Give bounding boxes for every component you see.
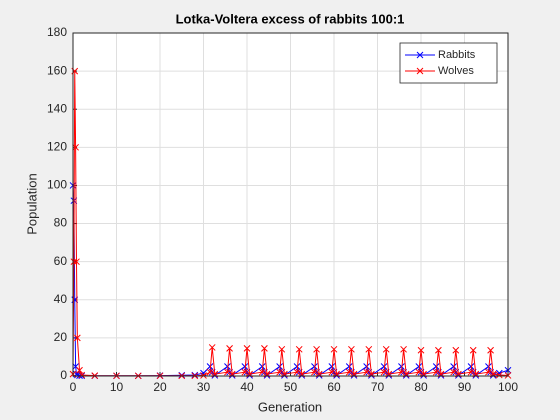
y-tick-label: 0 xyxy=(60,368,67,382)
x-tick-label: 60 xyxy=(327,380,341,394)
legend-box xyxy=(399,42,498,84)
y-tick-label: 120 xyxy=(47,140,67,154)
point-marker xyxy=(450,368,457,376)
point-marker xyxy=(73,258,80,266)
point-marker xyxy=(258,368,266,376)
y-tick-label: 180 xyxy=(47,25,67,39)
point-marker xyxy=(276,368,283,376)
x-tick-label: 50 xyxy=(284,380,298,394)
axes-box xyxy=(72,32,509,377)
point-marker xyxy=(417,346,425,354)
legend-label: Rabbits xyxy=(438,49,476,61)
x-tick-label: 30 xyxy=(197,380,211,394)
point-marker xyxy=(241,363,249,370)
point-marker xyxy=(469,346,477,354)
point-marker xyxy=(485,363,492,370)
point-marker xyxy=(311,368,318,376)
x-tick-label: 0 xyxy=(70,380,77,394)
y-tick-label: 140 xyxy=(47,101,67,115)
point-marker xyxy=(293,363,301,370)
point-marker xyxy=(243,345,251,352)
legend-label: Wolves xyxy=(438,65,474,77)
y-tick-label: 100 xyxy=(47,178,67,192)
chart-title: Lotka-Voltera excess of rabbits 100:1 xyxy=(176,11,405,26)
point-marker xyxy=(348,345,355,353)
point-marker xyxy=(489,372,497,379)
point-marker xyxy=(311,363,318,370)
point-marker xyxy=(72,143,79,151)
point-marker xyxy=(224,368,231,376)
point-marker xyxy=(206,368,214,376)
point-marker xyxy=(487,346,494,354)
point-marker xyxy=(380,363,388,370)
point-marker xyxy=(258,363,266,370)
point-marker xyxy=(432,368,440,376)
point-marker xyxy=(330,345,338,353)
point-marker xyxy=(224,363,231,370)
point-marker xyxy=(241,368,249,376)
point-marker xyxy=(382,345,390,353)
point-marker xyxy=(345,368,353,376)
point-marker xyxy=(467,368,475,376)
point-marker xyxy=(415,368,423,376)
point-marker xyxy=(293,368,301,376)
y-tick-label: 160 xyxy=(47,63,67,77)
point-marker xyxy=(363,363,370,370)
legend-marker xyxy=(416,51,424,59)
point-marker xyxy=(452,346,460,354)
point-marker xyxy=(432,363,440,370)
point-marker xyxy=(495,371,503,379)
point-marker xyxy=(278,345,286,353)
point-marker xyxy=(208,344,216,351)
point-marker xyxy=(400,345,407,353)
x-axis-label: Generation xyxy=(258,399,322,414)
point-marker xyxy=(328,363,336,370)
point-marker xyxy=(467,363,475,370)
point-marker xyxy=(191,371,199,379)
y-tick-label: 20 xyxy=(54,330,68,344)
point-marker xyxy=(450,363,457,370)
point-marker xyxy=(70,258,78,266)
point-marker xyxy=(73,334,81,342)
y-tick-label: 80 xyxy=(54,216,68,230)
x-tick-label: 80 xyxy=(414,380,428,394)
point-marker xyxy=(226,345,233,352)
point-marker xyxy=(78,371,86,379)
point-marker xyxy=(398,363,405,370)
point-marker xyxy=(345,363,353,370)
point-marker xyxy=(363,368,370,376)
point-marker xyxy=(76,366,83,374)
point-marker xyxy=(276,363,283,370)
point-marker xyxy=(200,372,207,379)
point-marker xyxy=(206,363,214,370)
point-marker xyxy=(398,368,405,376)
point-marker xyxy=(485,368,492,376)
y-tick-label: 40 xyxy=(54,292,68,306)
point-marker xyxy=(435,346,442,354)
x-tick-label: 10 xyxy=(110,380,124,394)
point-marker xyxy=(365,345,373,353)
point-marker xyxy=(295,345,303,353)
point-marker xyxy=(328,368,336,376)
point-marker xyxy=(313,345,320,353)
point-marker xyxy=(261,345,268,352)
x-tick-label: 40 xyxy=(240,380,254,394)
x-tick-label: 70 xyxy=(371,380,385,394)
x-tick-label: 20 xyxy=(153,380,167,394)
y-axis-label: Population xyxy=(24,173,39,234)
point-marker xyxy=(415,363,423,370)
x-tick-label: 90 xyxy=(458,380,472,394)
y-tick-label: 60 xyxy=(54,254,68,268)
x-tick-label: 100 xyxy=(498,380,518,394)
legend-marker xyxy=(416,67,424,75)
point-marker xyxy=(380,368,388,376)
